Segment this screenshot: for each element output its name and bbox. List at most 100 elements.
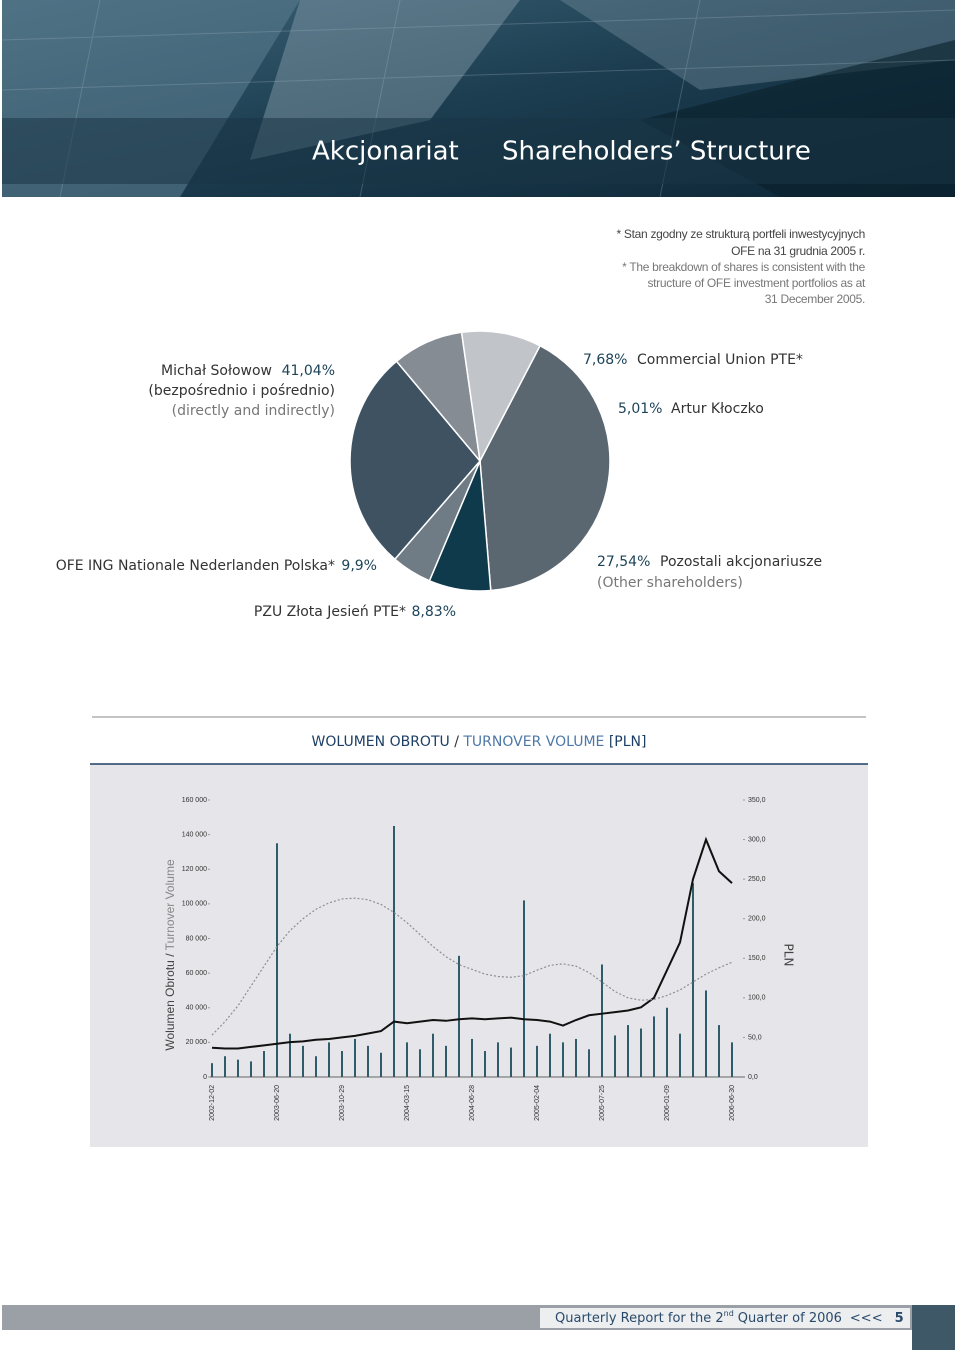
title-en: Shareholders’ Structure bbox=[502, 137, 811, 167]
y-tick-label: 80 000 bbox=[186, 935, 208, 942]
volume-bar bbox=[471, 1038, 473, 1077]
volume-bar bbox=[523, 900, 525, 1077]
title-part: / bbox=[454, 734, 459, 750]
volume-chart: WOLUMEN OBROTU / TURNOVER VOLUME [PLN] W… bbox=[90, 716, 868, 1147]
volume-bar bbox=[627, 1025, 629, 1077]
volume-bar bbox=[497, 1042, 499, 1077]
slice-value: 9,9% bbox=[341, 558, 377, 574]
slice-label: Commercial Union PTE* bbox=[637, 352, 803, 368]
x-tick-label: 2003-10-29 bbox=[339, 1085, 346, 1121]
y2-tick-label: 200,0 bbox=[748, 916, 766, 923]
volume-bar bbox=[666, 1007, 668, 1077]
y-tick-label: 20 000 bbox=[186, 1039, 208, 1046]
label-part: Turnover Volume bbox=[163, 859, 177, 950]
footnote-line: * Stan zgodny ze strukturą portfeli inwe… bbox=[617, 227, 865, 241]
pie-slice bbox=[349, 360, 481, 561]
y2-axis-label: PLN bbox=[782, 944, 796, 967]
y2-tick-label: 100,0 bbox=[748, 995, 766, 1002]
title-pl: Akcjonariat bbox=[312, 137, 459, 167]
volume-bar bbox=[588, 1049, 590, 1077]
label-part: Wolumen Obrotu bbox=[163, 960, 177, 1051]
volume-bar bbox=[354, 1038, 356, 1077]
volume-bar bbox=[692, 883, 694, 1077]
footer: Quarterly Report for the 2nd Quarter of 2… bbox=[2, 1305, 955, 1350]
footnote-line: 31 December 2005. bbox=[765, 292, 865, 306]
footer-part: <<< bbox=[850, 1311, 883, 1326]
volume-bar bbox=[718, 1025, 720, 1077]
volume-bar bbox=[315, 1056, 317, 1077]
footer-part: nd bbox=[724, 1309, 734, 1318]
x-tick-label: 2005-07-25 bbox=[599, 1085, 606, 1121]
y-tick-label: 0 bbox=[203, 1074, 207, 1081]
banner: Akcjonariat Shareholders’ Structure bbox=[1, 0, 956, 198]
volume-bar bbox=[211, 1063, 213, 1077]
slice-sublabel: (Other shareholders) bbox=[597, 575, 743, 591]
volume-bar bbox=[484, 1051, 486, 1077]
x-tick-label: 2003-06-20 bbox=[274, 1085, 281, 1121]
volume-bar bbox=[445, 1045, 447, 1077]
slice-value: 8,83% bbox=[412, 604, 456, 620]
volume-bar bbox=[432, 1033, 434, 1077]
volume-bar bbox=[575, 1038, 577, 1077]
slice-sublabel: (directly and indirectly) bbox=[172, 403, 335, 419]
volume-bar bbox=[341, 1051, 343, 1077]
volume-bar bbox=[250, 1061, 252, 1077]
y-axis-label: Wolumen Obrotu / Turnover Volume bbox=[163, 859, 177, 1051]
volume-bar bbox=[263, 1051, 265, 1077]
slice-value: 7,68% bbox=[583, 352, 627, 368]
chart-title: WOLUMEN OBROTU / TURNOVER VOLUME [PLN] bbox=[312, 734, 647, 750]
volume-bar bbox=[731, 1042, 733, 1077]
volume-bar bbox=[302, 1045, 304, 1077]
volume-bar bbox=[237, 1059, 239, 1077]
y-tick-label: 40 000 bbox=[186, 1005, 208, 1012]
pie-slice bbox=[460, 330, 542, 464]
y2-tick-label: 300,0 bbox=[748, 836, 766, 843]
slice-label: Michał Sołowow bbox=[161, 363, 272, 379]
y-tick-label: 120 000 bbox=[182, 866, 207, 873]
x-tick-label: 2004-06-28 bbox=[469, 1085, 476, 1121]
plot: 0 20 000 40 000 60 000 80 000 100 000 120 000 1… bbox=[182, 797, 766, 1121]
pie-labels: Michał Sołowow 41,04% (bezpośrednio i po… bbox=[56, 352, 822, 620]
footer-part: 5 bbox=[895, 1311, 904, 1326]
volume-bar bbox=[393, 825, 395, 1077]
volume-bar bbox=[549, 1033, 551, 1077]
footer-part: Quarter of 2006 bbox=[738, 1311, 842, 1326]
price-line bbox=[211, 836, 733, 1050]
pie-slice bbox=[479, 344, 611, 592]
volume-bar bbox=[614, 1035, 616, 1077]
slice-label: OFE ING Nationale Nederlanden Polska* bbox=[56, 558, 335, 574]
volume-bar bbox=[679, 1033, 681, 1077]
title-part: WOLUMEN OBROTU bbox=[312, 734, 450, 750]
volume-bar bbox=[289, 1033, 291, 1077]
y-tick-label: 100 000 bbox=[182, 901, 207, 908]
footnote-line: OFE na 31 grudnia 2005 r. bbox=[731, 244, 865, 258]
footer-text: Quarterly Report for the 2nd Quarter of 2… bbox=[555, 1309, 904, 1326]
x-tick-label: 2006-01-09 bbox=[664, 1085, 671, 1121]
volume-bar bbox=[276, 843, 278, 1077]
volume-bar bbox=[536, 1045, 538, 1077]
slice-value: 27,54% bbox=[597, 554, 650, 570]
y2-tick-label: 350,0 bbox=[748, 797, 766, 804]
footnote-line: * The breakdown of shares is consistent … bbox=[622, 260, 865, 274]
x-tick-label: 2005-02-04 bbox=[534, 1085, 541, 1121]
volume-bar bbox=[380, 1052, 382, 1077]
label-part: / bbox=[163, 953, 177, 957]
x-tick-label: 2006-06-30 bbox=[729, 1085, 736, 1121]
title-part: [PLN] bbox=[609, 734, 647, 750]
x-tick-label: 2004-03-15 bbox=[404, 1085, 411, 1121]
trend-line bbox=[211, 897, 733, 1036]
x-tick-label: 2002-12-02 bbox=[209, 1085, 216, 1121]
slice-label: Artur Kłoczko bbox=[671, 401, 764, 417]
slice-label: Pozostali akcjonariusze bbox=[660, 554, 822, 570]
title-part: TURNOVER VOLUME bbox=[462, 734, 604, 750]
volume-bar bbox=[419, 1049, 421, 1077]
y-tick-label: 160 000 bbox=[182, 797, 207, 804]
slice-label: PZU Złota Jesień PTE* bbox=[254, 604, 406, 620]
footnote: * Stan zgodny ze strukturą portfeli inwe… bbox=[617, 227, 867, 306]
volume-bar bbox=[328, 1042, 330, 1077]
y-tick-label: 140 000 bbox=[182, 831, 207, 838]
footnote-line: structure of OFE investment portfolios a… bbox=[647, 276, 866, 290]
y2-tick-label: 150,0 bbox=[748, 955, 766, 962]
y2-tick-label: 0,0 bbox=[748, 1074, 758, 1081]
